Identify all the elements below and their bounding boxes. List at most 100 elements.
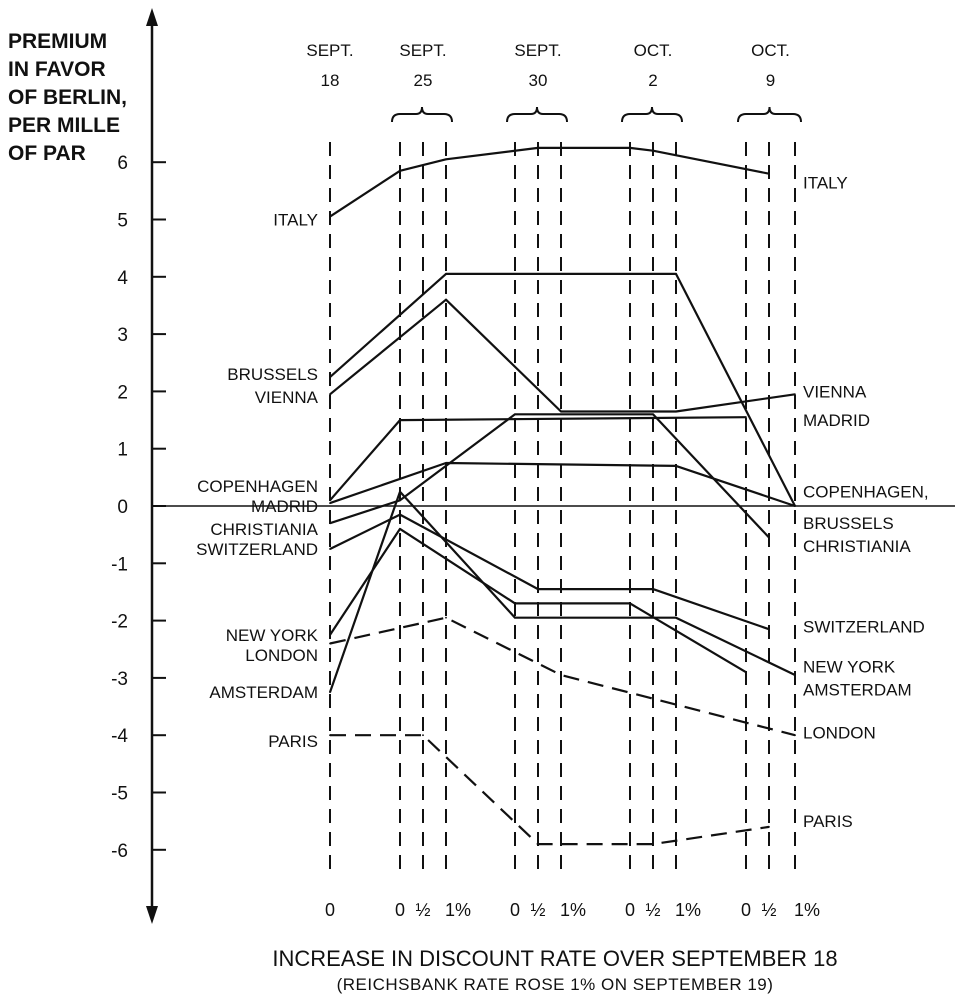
vertical-guides	[329, 142, 796, 870]
series-point-madrid-0	[329, 502, 331, 504]
series-point-new-york-4	[745, 671, 747, 674]
series-point-paris-4	[768, 826, 770, 828]
left-label-vienna: VIENNA	[255, 388, 319, 407]
series-line-switzerland	[329, 513, 770, 631]
y-tick-label: 3	[117, 325, 128, 346]
y-axis-arrow-bottom	[146, 906, 158, 924]
left-label-brussels: BRUSSELS	[227, 365, 318, 384]
y-axis-title-line: OF PAR	[8, 142, 86, 165]
x-axis-title: INCREASE IN DISCOUNT RATE OVER SEPTEMBER…	[272, 946, 837, 971]
series-point-paris-2	[537, 843, 539, 845]
left-label-paris: PARIS	[268, 732, 318, 751]
left-label-madrid: MADRID	[251, 497, 318, 516]
x-tick-o2_0: 0	[625, 900, 635, 920]
series-point-new-york-2	[514, 602, 516, 605]
series-point-copenhagen-1	[399, 419, 401, 421]
series-point-vienna-3	[675, 410, 677, 413]
x-tick-s18_0: 0	[325, 900, 335, 920]
y-tick-label: 5	[117, 211, 128, 232]
y-tick-label: 6	[117, 153, 128, 174]
brace-1	[391, 106, 453, 123]
y-tick-label: -6	[111, 841, 128, 862]
brace-3	[621, 106, 683, 123]
date-labels: SEPT. 18 SEPT. 25 SEPT. 30 OCT. 2 OCT. 9	[306, 41, 789, 90]
right-label-madrid: MADRID	[803, 411, 870, 430]
date-day-1: 25	[414, 71, 433, 90]
series-point-italy-2	[445, 158, 447, 161]
date-month-1: SEPT.	[399, 41, 446, 60]
series-point-switzerland-1	[399, 513, 401, 516]
y-axis-title-line: PER MILLE	[8, 114, 120, 137]
x-tick-o9_1: 1%	[794, 900, 820, 920]
series-line-italy	[329, 146, 770, 218]
series-point-paris-3	[652, 843, 654, 845]
series-point-madrid-1	[445, 462, 447, 464]
right-label-vienna: VIENNA	[803, 382, 867, 401]
series-point-vienna-4	[794, 393, 796, 396]
x-axis-title: INCREASE IN DISCOUNT RATE OVER SEPTEMBER…	[272, 946, 837, 994]
series-point-amsterdam-1	[399, 490, 401, 493]
series-point-christiania-1	[399, 499, 401, 502]
series-line-brussels	[329, 272, 796, 507]
y-tick-label: -4	[111, 726, 128, 747]
right-label-london: LONDON	[803, 723, 876, 742]
series-point-london-1	[445, 616, 447, 619]
y-axis-arrow-top	[146, 8, 158, 26]
right-label-christiania: CHRISTIANIA	[803, 537, 911, 556]
y-axis-title-line: IN FAVOR	[8, 58, 106, 81]
y-axis-title: PREMIUM IN FAVOR OF BERLIN, PER MILLE OF PAR	[8, 30, 127, 165]
series-point-christiania-3	[652, 413, 654, 416]
y-tick-label: -5	[111, 784, 128, 805]
x-axis-subtitle: (REICHSBANK RATE ROSE 1% ON SEPTEMBER 19…	[337, 975, 774, 994]
right-label-new-york: NEW YORK	[803, 657, 896, 676]
y-axis-title-line: OF BERLIN,	[8, 86, 127, 109]
x-tick-s30_0: 0	[510, 900, 520, 920]
series-point-london-0	[329, 642, 331, 645]
left-label-italy: ITALY	[273, 211, 318, 230]
series-point-brussels-0	[329, 376, 331, 378]
series-point-amsterdam-2	[514, 616, 516, 619]
date-day-4: 9	[766, 71, 775, 90]
x-tick-s30_h: ½	[530, 900, 545, 920]
series-point-paris-0	[329, 734, 331, 737]
right-label-copenhagen: COPENHAGEN,	[803, 483, 929, 502]
x-tick-labels: 0 0 ½ 1% 0 ½ 1% 0 ½ 1% 0 ½ 1%	[325, 900, 820, 920]
series-point-christiania-0	[329, 522, 331, 525]
x-tick-o2_h: ½	[645, 900, 660, 920]
left-label-london: LONDON	[245, 646, 318, 665]
series-point-new-york-3	[629, 602, 631, 605]
right-label-amsterdam: AMSTERDAM	[803, 680, 912, 699]
series-point-brussels-2	[675, 273, 677, 275]
series-point-amsterdam-0	[329, 691, 331, 694]
x-tick-s30_1: 1%	[560, 900, 586, 920]
date-day-0: 18	[321, 71, 340, 90]
right-label-switzerland: SWITZERLAND	[803, 617, 925, 636]
series-point-italy-3	[537, 147, 539, 149]
y-axis: 6 5 4 3 2 1 0 -1 -2 -3 -4 -5 -6	[111, 8, 955, 924]
series-point-copenhagen-0	[329, 499, 331, 502]
date-day-3: 2	[648, 71, 657, 90]
series-point-switzerland-2	[537, 588, 539, 590]
left-label-christiania: CHRISTIANIA	[210, 520, 318, 539]
series-point-copenhagen-2	[745, 416, 747, 419]
date-month-0: SEPT.	[306, 41, 353, 60]
right-label-italy: ITALY	[803, 173, 848, 192]
y-tick-label: -1	[111, 554, 128, 575]
series-point-christiania-4	[768, 536, 770, 539]
y-axis-title-line: PREMIUM	[8, 30, 107, 53]
x-tick-o9_0: 0	[741, 900, 751, 920]
series-point-italy-1	[399, 169, 401, 172]
series-point-madrid-2	[675, 465, 677, 467]
series-point-london-3	[794, 734, 796, 737]
y-tick-label: -2	[111, 612, 128, 633]
y-tick-label: 2	[117, 382, 128, 403]
left-label-switzerland: SWITZERLAND	[196, 540, 318, 559]
series-line-paris	[330, 734, 770, 846]
date-braces	[391, 106, 802, 123]
series-point-vienna-0	[329, 393, 331, 396]
date-month-3: OCT.	[634, 41, 673, 60]
series-lines	[328, 146, 796, 846]
series-line-madrid	[329, 461, 796, 508]
right-series-labels: ITALY VIENNA MADRID COPENHAGEN, BRUSSELS CHRI…	[803, 173, 929, 831]
left-label-amsterdam: AMSTERDAM	[209, 683, 318, 702]
